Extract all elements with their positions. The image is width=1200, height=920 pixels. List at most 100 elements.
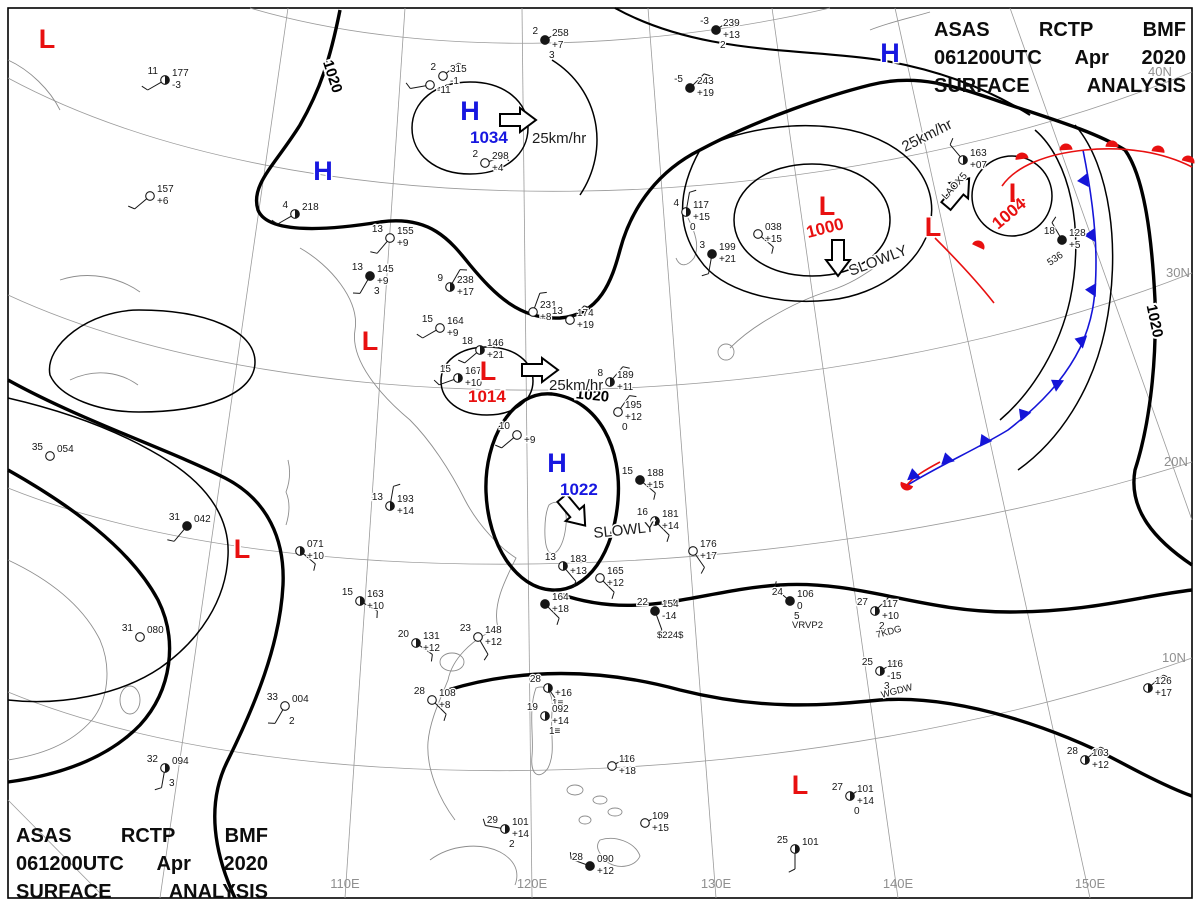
station-plot: 33 004 2 bbox=[266, 691, 311, 729]
station-pressure: 071 bbox=[307, 539, 324, 550]
station-extra: 5 bbox=[794, 611, 800, 622]
station-plot: 13 193+14 bbox=[371, 483, 416, 518]
wind-barb-tick bbox=[313, 563, 316, 571]
cloud-cover-half-icon bbox=[655, 516, 660, 526]
cloud-cover-icon bbox=[435, 323, 445, 333]
cloud-cover-icon bbox=[385, 233, 395, 243]
station-temp: 24 bbox=[772, 587, 784, 598]
station-pressure: 146 bbox=[487, 338, 504, 349]
cloud-cover-half-icon bbox=[545, 711, 550, 721]
cold-front-triangle-icon bbox=[907, 468, 921, 481]
wind-barb-tick bbox=[689, 189, 697, 193]
station-pressure: 183 bbox=[570, 554, 587, 565]
station-pressure: 106 bbox=[797, 589, 814, 600]
wind-barb-icon bbox=[1150, 674, 1164, 686]
station-pressure: 092 bbox=[552, 704, 569, 715]
station-pressure: 163 bbox=[970, 148, 987, 159]
warm-front-semicircle-icon bbox=[972, 240, 985, 250]
wind-barb-icon bbox=[534, 293, 541, 309]
station-pressure: 038 bbox=[765, 222, 782, 233]
high-center-symbol: H bbox=[313, 156, 333, 186]
wind-barb-icon bbox=[550, 691, 560, 705]
station-plot: -5 243+19 bbox=[673, 73, 716, 101]
station-dewpoint: +6 bbox=[157, 196, 169, 207]
station-temp: 23 bbox=[460, 623, 472, 634]
wind-barb-icon bbox=[479, 640, 489, 655]
station-pressure: 117 bbox=[693, 200, 709, 211]
cloud-cover-icon bbox=[365, 271, 375, 281]
cloud-cover-half-icon bbox=[963, 155, 968, 165]
station-plot: 163+07 bbox=[949, 138, 989, 172]
wind-barb-icon bbox=[572, 305, 585, 318]
cloud-cover-half-icon bbox=[563, 561, 568, 571]
station-plot: 18 146+21 bbox=[458, 335, 506, 364]
low-center-symbol: L bbox=[39, 24, 56, 54]
wind-barb-icon bbox=[853, 784, 867, 794]
station-plot: 28 +161≡ bbox=[529, 673, 574, 711]
wind-barb-tick bbox=[503, 155, 510, 162]
lat-label: 30N bbox=[1166, 265, 1190, 280]
wind-barb-icon bbox=[488, 155, 504, 162]
wind-barb-icon bbox=[602, 580, 615, 593]
wind-barb-tick bbox=[569, 852, 572, 860]
lon-label: 130E bbox=[701, 876, 732, 891]
cloud-cover-half-icon bbox=[450, 282, 455, 292]
station-plot: 23 148+12 bbox=[459, 622, 504, 661]
station-pressure: 080 bbox=[147, 625, 164, 636]
station-pressure: 231 bbox=[540, 300, 557, 311]
station-temp: 27 bbox=[857, 597, 869, 608]
station-temp: 25 bbox=[862, 657, 874, 668]
lon-label: 140E bbox=[883, 876, 914, 891]
station-temp: 15 bbox=[440, 364, 452, 375]
movement-label-layer: 25km/hr 25km/hr 25km/hr SLOWLY SLOWLY bbox=[531, 114, 957, 543]
station-pressure: 181 bbox=[662, 509, 679, 520]
cloud-cover-icon bbox=[1057, 235, 1067, 245]
station-dewpoint: -11 bbox=[437, 85, 451, 96]
title-word: SURFACE bbox=[16, 881, 112, 903]
movement-label: 25km/hr bbox=[549, 377, 603, 394]
cold-front-triangle-icon bbox=[1085, 283, 1097, 297]
low-center-symbol: L bbox=[792, 770, 809, 800]
station-pressure: 116 bbox=[619, 754, 635, 765]
station-plot: 2 315-1 bbox=[429, 61, 468, 89]
station-extra: 3 bbox=[549, 50, 555, 61]
station-plot: 4 218 bbox=[271, 199, 320, 225]
station-temp: 15 bbox=[422, 314, 434, 325]
wind-barb-icon bbox=[547, 606, 560, 619]
cloud-cover-half-icon bbox=[295, 209, 300, 219]
station-plot: -3 239+132 bbox=[699, 15, 742, 53]
title-word: 2020 bbox=[1141, 47, 1186, 69]
title-line-2: 061200UTC Apr 2020 bbox=[934, 44, 1186, 72]
station-dewpoint: +4 bbox=[492, 163, 504, 174]
cold-front-triangle-icon bbox=[1077, 173, 1089, 187]
station-pressure: 155 bbox=[397, 226, 414, 237]
station-pressure: 164 bbox=[552, 592, 569, 603]
station-temp: 18 bbox=[462, 336, 474, 347]
station-temp: 28 bbox=[414, 686, 426, 697]
station-plot: 13 145+93 bbox=[351, 261, 396, 299]
station-pressure: 199 bbox=[719, 242, 736, 253]
station-dewpoint: +14 bbox=[662, 521, 679, 532]
station-pressure: 109 bbox=[652, 811, 669, 822]
wind-barb-icon bbox=[419, 645, 433, 655]
wind-barb-icon bbox=[686, 192, 690, 208]
station-pressure: 101 bbox=[857, 784, 874, 795]
high-center-symbol: H bbox=[880, 38, 900, 68]
title-line-3: SURFACE ANALYSIS bbox=[934, 72, 1186, 100]
station-plot: 2 298+4 bbox=[471, 148, 510, 176]
station-pressure: 164 bbox=[447, 316, 464, 327]
station-plot: 13 155+9 bbox=[370, 223, 415, 254]
title-word: 2020 bbox=[223, 853, 268, 875]
movement-label: 25km/hr bbox=[899, 116, 955, 156]
station-dewpoint: +15 bbox=[693, 212, 710, 223]
station-pressure: 177 bbox=[172, 68, 189, 79]
station-plot: 31 080 bbox=[121, 622, 165, 642]
cloud-cover-icon bbox=[528, 307, 538, 317]
cold-front bbox=[905, 149, 1097, 487]
station-temp: 11 bbox=[148, 66, 159, 77]
station-plot: 231+8 bbox=[528, 291, 558, 324]
wind-barb-tick bbox=[622, 366, 630, 369]
station-temp: 27 bbox=[832, 782, 844, 793]
station-pressure: 157 bbox=[157, 184, 174, 195]
